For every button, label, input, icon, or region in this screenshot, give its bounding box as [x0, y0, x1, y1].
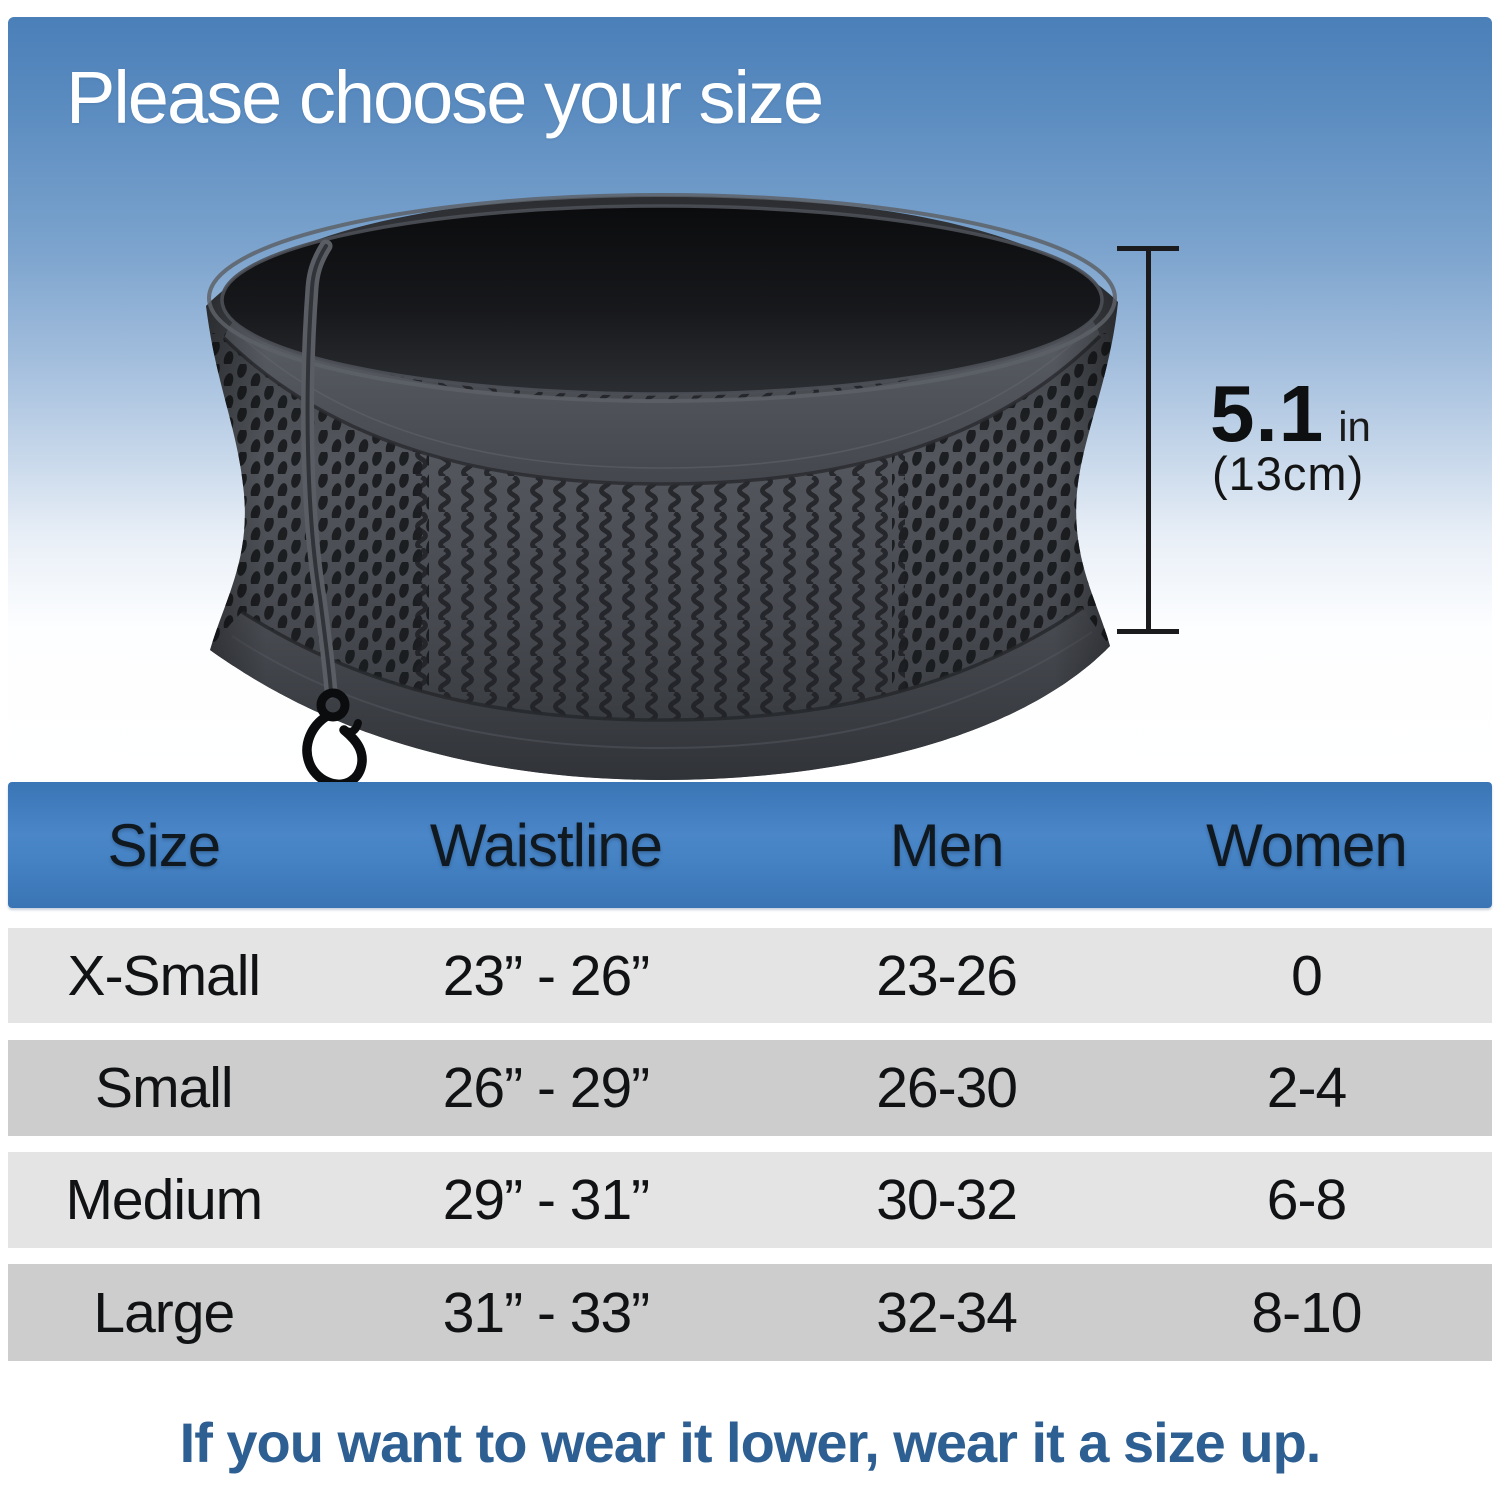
hook-clip-icon [302, 688, 367, 788]
measure-cap-top [1117, 246, 1179, 251]
measure-cap-bottom [1117, 629, 1179, 634]
cell-size: Small [95, 1056, 234, 1120]
table-row-medium: Medium 29” - 31” 30-32 6-8 [8, 1152, 1492, 1248]
cell-men: 30-32 [876, 1168, 1018, 1232]
cell-size: X-Small [67, 943, 262, 1008]
column-header-men: Men [889, 811, 1005, 879]
cell-men: 26-30 [876, 1056, 1018, 1120]
height-metric: (13cm) [1212, 447, 1365, 500]
height-measure-line [1146, 248, 1151, 632]
table-row-small: Small 26” - 29” 26-30 2-4 [8, 1040, 1492, 1136]
height-unit: in [1338, 403, 1371, 450]
belt-rim-highlight [207, 193, 1117, 403]
table-row-large: Large 31” - 33” 32-34 8-10 [8, 1264, 1492, 1361]
cell-waistline: 23” - 26” [442, 943, 650, 1008]
column-header-size: Size [107, 811, 221, 879]
cell-women: 6-8 [1266, 1168, 1347, 1232]
belt-height-value: 5.1 in [1210, 368, 1371, 460]
cell-men: 23-26 [876, 943, 1018, 1008]
belt-product-photo [206, 193, 1118, 788]
cell-women: 2-4 [1266, 1056, 1347, 1120]
drawstring-cord [301, 239, 338, 699]
cell-size: Medium [65, 1168, 263, 1232]
cell-women: 8-10 [1251, 1280, 1362, 1345]
table-header-row: Size Waistline Men Women [8, 782, 1492, 908]
table-row-xsmall: X-Small 23” - 26” 23-26 0 [8, 928, 1492, 1023]
cell-women: 0 [1291, 943, 1323, 1008]
sizing-footnote: If you want to wear it lower, wear it a … [179, 1411, 1322, 1474]
height-inches: 5.1 [1210, 369, 1325, 458]
cell-waistline: 31” - 33” [442, 1280, 650, 1345]
page-title: Please choose your size [66, 56, 824, 139]
belt-opening-interior [222, 206, 1102, 394]
column-header-waistline: Waistline [429, 811, 663, 879]
cell-waistline: 29” - 31” [442, 1168, 650, 1232]
cell-waistline: 26” - 29” [442, 1056, 650, 1120]
column-header-women: Women [1206, 811, 1408, 879]
cell-men: 32-34 [876, 1280, 1018, 1345]
cell-size: Large [93, 1280, 235, 1345]
